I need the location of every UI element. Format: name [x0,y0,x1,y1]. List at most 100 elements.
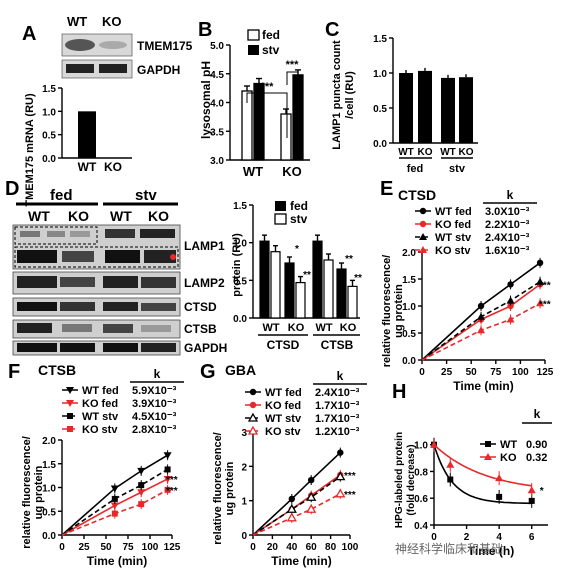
data-point [507,281,514,288]
legend-marker [66,400,74,407]
legend-k-value: 3.0X10⁻³ [485,206,530,218]
blot-label-tmem175: TMEM175 [137,39,193,53]
sig-label: *** [286,59,300,71]
series-line-wt-stv [421,281,541,361]
sig-label: *** [539,299,551,310]
blot-label-ctsd: CTSD [184,300,217,314]
x-axis-label: Time (min) [87,554,147,568]
x-tick-label: 0 [419,367,425,378]
y-tick-label: 3.5 [210,127,224,138]
data-point [138,501,145,508]
blot-label-lamp1: LAMP1 [184,239,225,253]
data-point [138,482,145,489]
bar-ctsb-ko-stv [347,285,358,319]
x-lane-label: WT [440,147,456,158]
legend-k-value: 0.90 [526,439,547,451]
sig-label: ** [303,270,311,281]
blot-label-ctsb: CTSB [184,322,217,336]
chart-title: CTSB [38,362,76,378]
x-tick-label: 40 [286,542,298,553]
y-axis-label: lysosomal pH [199,61,213,139]
x-axis-label: Time (min) [271,554,331,568]
bar-wt-fed [399,73,413,143]
x-lane-label: WT [315,322,332,334]
data-point [163,475,172,483]
legend-label-stv: stv [290,212,308,226]
data-point [288,495,295,503]
data-point [536,259,544,266]
x-group-label: CTSB [321,338,354,352]
condition-label-stv: stv [135,187,157,204]
data-point [337,449,344,456]
legend-label: WT fed [265,387,302,399]
data-point [110,485,119,493]
data-point [308,476,315,484]
y-tick-label: 0.5 [402,329,416,340]
legend-label: WT stv [435,232,472,244]
x-tick-label: 80 [325,542,337,553]
x-tick-label: 2 [464,532,470,543]
panel-h-chart: 0.4 0.6 0.8 1.0 0 2 4 6 Time (h) HPG-labeled prot… [394,407,552,558]
series-line-ko-stv [252,493,341,536]
legend-k-value: 2.4X10⁻³ [315,387,360,399]
legend-label: KO fed [265,400,301,412]
k-header: k [154,367,161,381]
legend-k-value: 5.9X10⁻³ [132,385,177,397]
x-tick-label: 0 [250,542,256,553]
x-tick-label: 75 [490,367,502,378]
y-tick-label: 0.4 [414,521,428,532]
watermark: 神经科学临床和基础 [395,542,504,556]
sig-label: * [295,244,299,255]
data-point [306,491,317,501]
chart-title: GBA [225,362,256,378]
data-point [163,452,172,460]
y-tick-label: 0 [241,531,247,542]
data-point [164,486,171,493]
data-point [477,312,486,320]
data-point [446,460,455,468]
panel-d-blot: fed stv WT KO WT KO LAMP1 LAMP2 C [12,187,227,356]
legend-label: WT [500,439,517,451]
data-point [536,299,545,307]
legend-k-value: 2.4X10⁻³ [485,232,530,244]
legend-swatch-stv [274,213,287,225]
x-group-label: WT [243,164,263,179]
x-tick-label: 60 [306,542,318,553]
legend-k-value: 3.9X10⁻³ [132,398,177,410]
bar-ko [104,157,122,159]
x-tick-label: 100 [512,367,529,378]
data-point [477,326,486,334]
bar-ctsd-ko-fed [284,262,295,319]
bar-ctsd-ko-stv [295,281,306,319]
data-point [306,503,317,513]
legend-swatch-stv [248,45,259,55]
k-header: k [534,407,541,421]
x-tick-label: 100 [342,542,359,553]
panel-letter-a: A [22,23,36,45]
panel-b-chart: lysosomal pH fed stv 3.0 3.5 4.0 4.5 5.0 WT KO… [199,28,310,179]
legend-label: KO stv [82,424,118,436]
bar-ctsd-wt-stv [270,251,281,319]
y-tick-label: 0.0 [373,139,387,150]
y-axis-label-line1: relative fluorescence/ [21,436,33,549]
y-tick-label: 0.6 [414,494,428,505]
blot-lane-ko-2: KO [148,208,169,224]
y-tick-label: 4.5 [210,70,224,81]
x-tick-label: 25 [441,367,453,378]
bar-ko-fed [418,70,432,143]
series-line-ko-fed [421,283,541,361]
bar-ctsd-wt-fed [259,240,270,319]
blot-lane-label-wt: WT [67,14,87,29]
x-category-label: KO [104,160,122,174]
sig-label: *** [261,81,275,93]
legend-marker [419,207,427,215]
x-tick-label: 50 [466,367,478,378]
panel-d-chart: protein (RU) fed stv 0.0 0.5 1.0 1.5 WT KO WT K… [231,199,362,352]
x-lane-label: WT [398,147,414,158]
y-axis-label: protein (RU) [231,233,243,297]
bar-ko-fed [280,113,292,161]
legend-marker [485,441,491,447]
y-tick-label: 3 [241,428,247,439]
panel-e-chart: 0.0 0.5 1.0 1.5 2.0 0 25 50 75 100 125 Time (min) re… [381,187,554,393]
